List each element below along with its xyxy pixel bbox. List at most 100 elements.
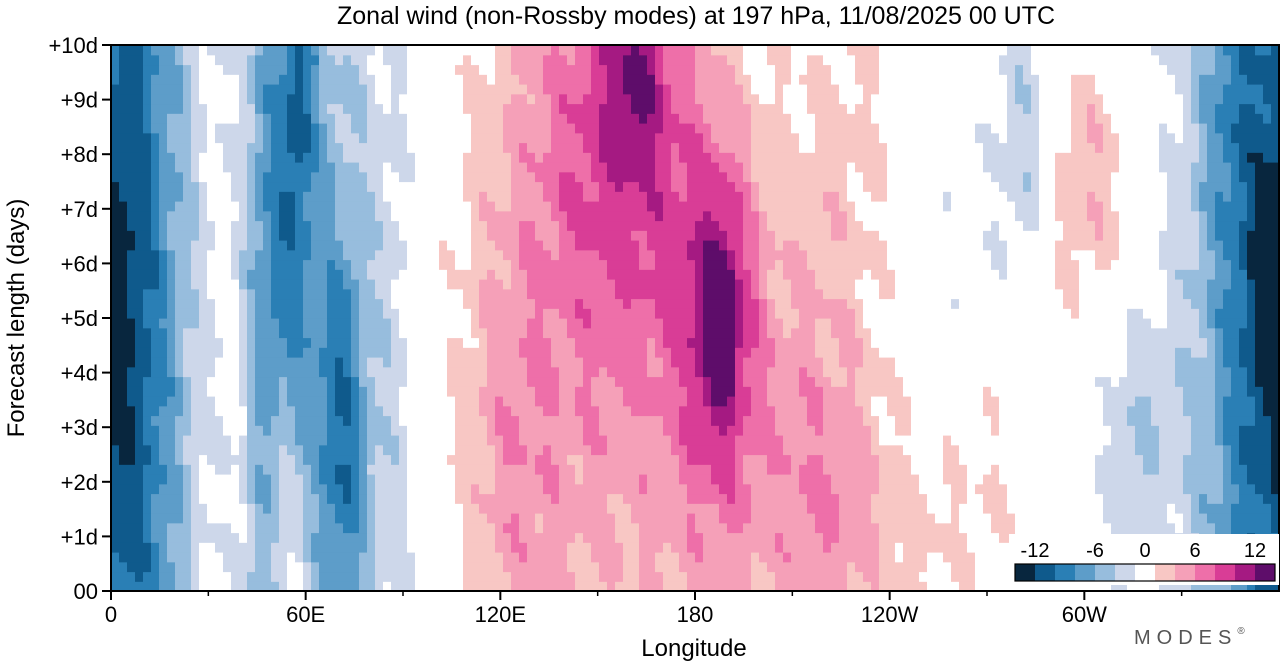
field-cell	[711, 210, 720, 222]
field-cell	[127, 503, 136, 514]
field-cell	[215, 571, 224, 582]
field-cell	[711, 113, 720, 124]
field-cell	[535, 64, 544, 75]
field-cell	[519, 210, 528, 222]
field-cell	[431, 113, 440, 124]
field-cell	[191, 113, 200, 124]
field-cell	[167, 45, 176, 56]
field-cell	[639, 493, 648, 504]
field-cell	[575, 123, 584, 134]
field-cell	[335, 74, 344, 85]
field-cell	[383, 288, 392, 300]
field-cell	[559, 123, 568, 134]
field-cell	[551, 454, 560, 465]
field-cell	[375, 435, 384, 446]
field-cell	[719, 220, 728, 231]
field-cell	[391, 318, 400, 329]
field-cell	[471, 162, 480, 173]
field-cell	[639, 561, 648, 573]
field-cell	[575, 561, 584, 573]
field-cell	[799, 493, 808, 504]
field-cell	[223, 308, 232, 319]
field-cell	[607, 152, 616, 163]
field-cell	[671, 571, 680, 582]
field-cell	[719, 483, 728, 495]
field-cell	[767, 454, 776, 465]
field-cell	[583, 201, 592, 212]
field-cell	[487, 561, 496, 573]
field-cell	[343, 308, 352, 319]
field-cell	[583, 288, 592, 300]
field-cell	[687, 240, 696, 251]
field-cell	[335, 454, 344, 465]
field-cell	[471, 308, 480, 319]
field-cell	[631, 532, 640, 543]
field-cell	[367, 230, 376, 241]
field-cell	[615, 93, 624, 105]
field-cell	[223, 366, 232, 378]
field-cell	[671, 474, 680, 485]
field-cell	[439, 366, 448, 378]
field-cell	[663, 64, 672, 75]
field-cell	[335, 542, 344, 553]
field-cell	[775, 464, 784, 475]
field-cell	[239, 581, 248, 592]
field-cell	[751, 405, 760, 417]
field-cell	[295, 103, 304, 114]
field-cell	[135, 308, 144, 319]
field-cell	[135, 74, 144, 85]
field-cell	[495, 103, 504, 114]
field-cell	[231, 327, 240, 339]
field-cell	[343, 45, 352, 56]
field-cell	[423, 376, 432, 387]
field-cell	[303, 444, 312, 456]
field-cell	[167, 113, 176, 124]
field-cell	[415, 181, 424, 192]
field-cell	[727, 74, 736, 85]
field-cell	[695, 522, 704, 534]
field-cell	[479, 132, 488, 144]
field-cell	[711, 84, 720, 95]
field-cell	[447, 152, 456, 163]
field-cell	[319, 425, 328, 436]
field-cell	[823, 542, 832, 553]
field-cell	[727, 142, 736, 153]
field-cell	[687, 93, 696, 105]
field-cell	[695, 171, 704, 183]
field-cell	[383, 142, 392, 153]
field-cell	[575, 337, 584, 348]
field-cell	[295, 45, 304, 56]
field-cell	[199, 210, 208, 222]
field-cell	[239, 396, 248, 407]
field-cell	[295, 288, 304, 300]
field-cell	[519, 493, 528, 504]
field-cell	[695, 298, 704, 309]
field-cell	[383, 357, 392, 368]
field-cell	[807, 230, 816, 241]
field-cell	[551, 386, 560, 397]
field-cell	[511, 405, 520, 417]
field-cell	[639, 181, 648, 192]
field-cell	[479, 249, 488, 261]
field-cell	[223, 191, 232, 202]
field-cell	[327, 376, 336, 387]
field-cell	[543, 386, 552, 397]
field-cell	[479, 123, 488, 134]
field-cell	[495, 327, 504, 339]
field-cell	[783, 171, 792, 183]
field-cell	[655, 181, 664, 192]
field-cell	[391, 288, 400, 300]
field-cell	[127, 415, 136, 426]
field-cell	[375, 396, 384, 407]
field-cell	[767, 288, 776, 300]
field-cell	[439, 415, 448, 426]
field-cell	[783, 279, 792, 290]
field-cell	[639, 113, 648, 124]
field-cell	[199, 571, 208, 582]
field-cell	[655, 201, 664, 212]
field-cell	[647, 405, 656, 417]
field-cell	[503, 298, 512, 309]
field-cell	[167, 123, 176, 134]
field-cell	[447, 444, 456, 456]
field-cell	[511, 386, 520, 397]
